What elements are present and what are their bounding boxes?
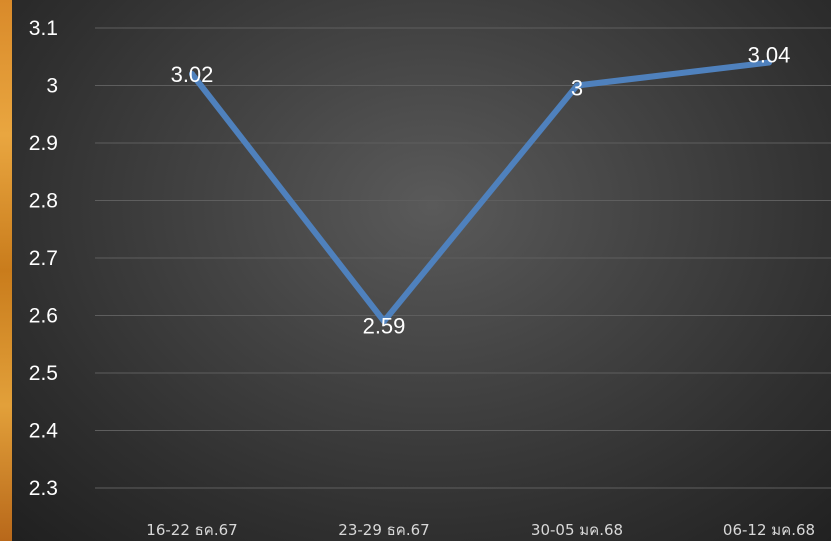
data-labels: 3.02 2.59 3 3.04 [171, 43, 791, 339]
y-axis-ticks: 2.3 2.4 2.5 2.6 2.7 2.8 2.9 3 3.1 [29, 17, 59, 500]
x-category-label: 30-05 มค.68 [531, 521, 623, 539]
y-tick-label: 2.7 [29, 247, 58, 270]
x-category-label: 23-29 ธค.67 [338, 521, 429, 539]
data-point [766, 59, 772, 66]
y-tick-label: 2.4 [29, 420, 59, 443]
data-point [574, 82, 580, 89]
data-label: 3.02 [171, 62, 214, 87]
data-label: 2.59 [363, 313, 406, 338]
decorative-strip [0, 0, 12, 541]
data-point [189, 71, 195, 77]
y-tick-label: 2.3 [29, 477, 58, 500]
y-tick-label: 2.8 [29, 190, 58, 213]
data-point [381, 318, 387, 325]
gridlines [95, 27, 831, 489]
x-axis-categories: 16-22 ธค.67 23-29 ธค.67 30-05 มค.68 06-12 ม… [146, 521, 815, 539]
y-tick-label: 3.1 [29, 17, 58, 40]
y-tick-label: 2.6 [29, 305, 58, 328]
x-category-label: 16-22 ธค.67 [146, 521, 237, 539]
series-layer [189, 59, 772, 325]
data-label: 3 [571, 76, 583, 101]
y-tick-label: 3 [46, 75, 58, 98]
data-label: 3.04 [748, 43, 791, 68]
x-category-label: 06-12 มค.68 [723, 521, 815, 539]
y-tick-label: 2.9 [29, 132, 58, 155]
y-tick-label: 2.5 [29, 362, 58, 385]
series-line [189, 59, 772, 325]
